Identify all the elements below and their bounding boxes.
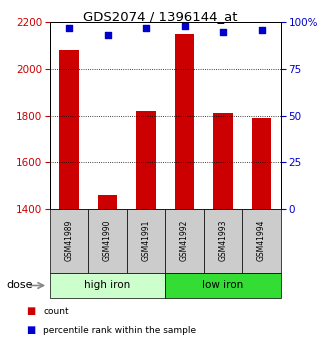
Text: ■: ■ [26, 306, 35, 316]
Bar [213, 113, 233, 209]
Point [259, 27, 264, 33]
Text: GSM41989: GSM41989 [65, 220, 74, 261]
Point [182, 23, 187, 29]
Bar [98, 195, 117, 209]
Text: dose: dose [6, 280, 33, 290]
Text: percentile rank within the sample: percentile rank within the sample [43, 326, 196, 335]
Text: GDS2074 / 1396144_at: GDS2074 / 1396144_at [83, 10, 238, 23]
Text: GSM41991: GSM41991 [142, 220, 151, 261]
Text: low iron: low iron [203, 280, 244, 290]
Point [105, 33, 110, 38]
Text: high iron: high iron [84, 280, 131, 290]
Text: GSM41994: GSM41994 [257, 220, 266, 262]
Text: ■: ■ [26, 325, 35, 335]
Bar [136, 111, 156, 209]
Bar [59, 50, 79, 209]
Bar [175, 34, 194, 209]
Bar [252, 118, 271, 209]
Text: GSM41993: GSM41993 [219, 220, 228, 262]
Point [66, 25, 72, 31]
Text: GSM41992: GSM41992 [180, 220, 189, 261]
Text: count: count [43, 307, 69, 316]
Point [221, 29, 226, 34]
Text: GSM41990: GSM41990 [103, 220, 112, 262]
Point [143, 25, 149, 31]
